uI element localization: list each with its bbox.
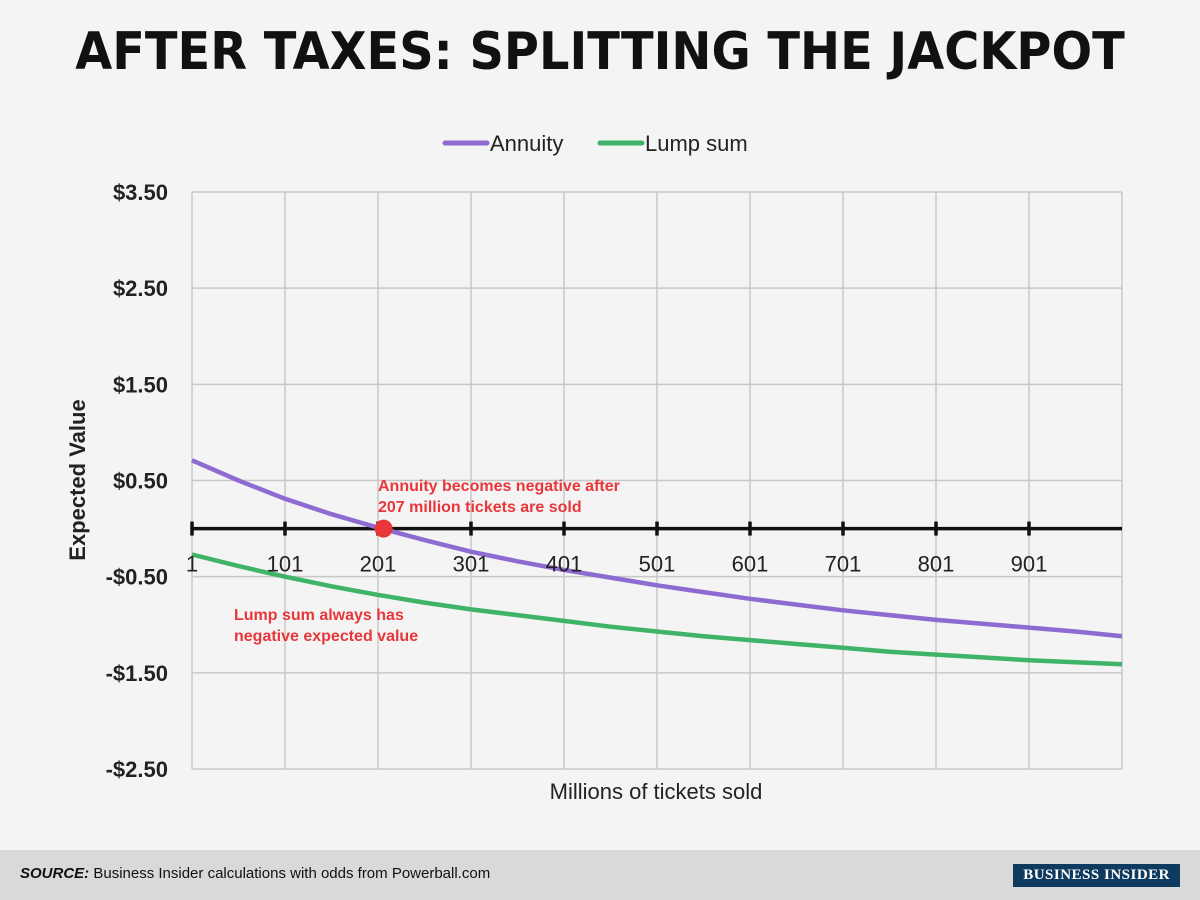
- zero-axis: [190, 521, 1122, 536]
- y-axis-label: Expected Value: [65, 399, 90, 560]
- annotation-annuity-text: Annuity becomes negative after: [378, 478, 620, 495]
- grid-lines: [191, 191, 1123, 770]
- legend-label-lump-sum: Lump sum: [645, 131, 748, 156]
- y-tick-label: $2.50: [113, 276, 168, 301]
- x-tick-label: 201: [360, 552, 397, 577]
- line-chart: $3.50 $2.50 $1.50 $0.50 -$0.50 -$1.50 -$2.50 1…: [65, 131, 1123, 804]
- x-tick-label: 101: [267, 552, 304, 577]
- annotation-lump-sum-text: Lump sum always has: [234, 607, 404, 624]
- y-tick-label: -$1.50: [106, 661, 168, 686]
- y-tick-label: -$0.50: [106, 565, 168, 590]
- y-tick-label: $1.50: [113, 372, 168, 397]
- y-tick-label: -$2.50: [106, 757, 168, 782]
- series-line-lump-sum: [191, 552, 1123, 667]
- source-label: SOURCE:: [20, 865, 90, 882]
- annotations: Annuity becomes negative after 207 millio…: [234, 478, 620, 645]
- chart-title: AFTER TAXES: SPLITTING THE JACKPOT: [75, 22, 1125, 82]
- x-tick-label: 801: [918, 552, 955, 577]
- source-text: Business Insider calculations with odds …: [93, 865, 491, 882]
- brand-logo: BUSINESS INSIDER: [1013, 864, 1180, 887]
- series-line-annuity: [191, 458, 1123, 639]
- x-axis-label: Millions of tickets sold: [550, 779, 763, 804]
- x-tick-label: 501: [639, 552, 676, 577]
- annotation-annuity-text: 207 million tickets are sold: [378, 499, 582, 516]
- y-tick-label: $3.50: [113, 180, 168, 205]
- x-tick-label: 1: [186, 552, 198, 577]
- y-tick-label: $0.50: [113, 469, 168, 494]
- crossing-point-marker: [374, 519, 393, 538]
- x-tick-label: 601: [732, 552, 769, 577]
- y-tick-labels: $3.50 $2.50 $1.50 $0.50 -$0.50 -$1.50 -$2.50: [106, 180, 168, 782]
- x-tick-label: 701: [825, 552, 862, 577]
- legend: Annuity Lump sum: [442, 131, 748, 156]
- x-tick-label: 901: [1011, 552, 1048, 577]
- x-tick-labels: 1 101 201 301 401 501 601 701 801 901: [186, 552, 1047, 577]
- annotation-lump-sum-text: negative expected value: [234, 628, 418, 645]
- legend-label-annuity: Annuity: [490, 131, 563, 156]
- footer: SOURCE: Business Insider calculations wi…: [0, 850, 1200, 900]
- x-tick-label: 401: [546, 552, 583, 577]
- series-lines: [191, 458, 1123, 667]
- x-tick-label: 301: [453, 552, 490, 577]
- source-note: SOURCE: Business Insider calculations wi…: [20, 865, 490, 882]
